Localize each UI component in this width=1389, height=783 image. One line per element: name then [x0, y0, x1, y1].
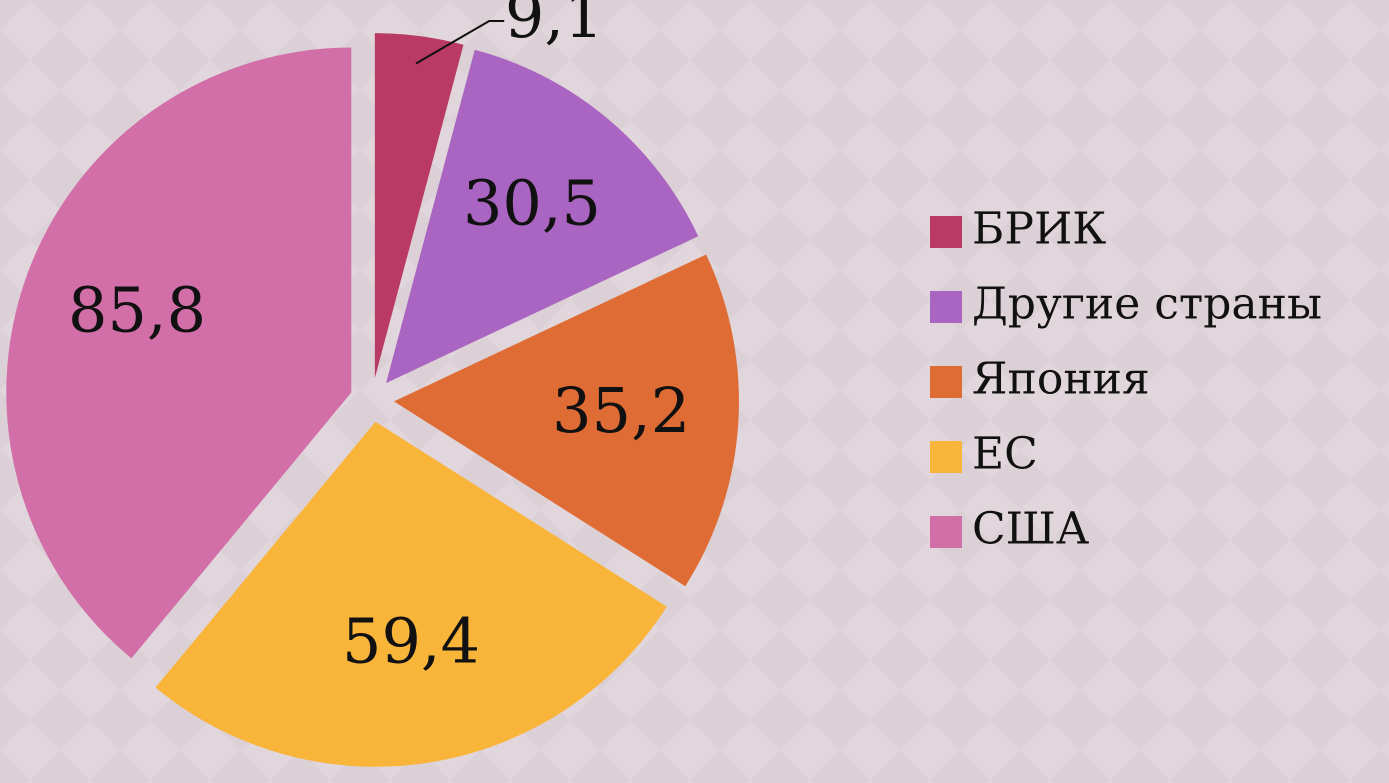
legend-swatch: [930, 516, 962, 548]
pie-slice: [386, 49, 699, 384]
legend-swatch: [930, 216, 962, 248]
legend-swatch: [930, 441, 962, 473]
pie-slice: [155, 421, 667, 767]
leader-line: [415, 20, 505, 65]
value-label: 59,4: [342, 605, 480, 678]
legend-label: США: [972, 504, 1089, 555]
legend-label: Япония: [972, 354, 1150, 405]
value-label: 85,8: [68, 274, 206, 347]
legend-swatch: [930, 291, 962, 323]
pie-slice: [374, 33, 464, 379]
value-label: 35,2: [552, 374, 690, 447]
value-label: 9,1: [505, 0, 604, 52]
legend-swatch: [930, 366, 962, 398]
legend-label: Другие страны: [972, 279, 1322, 330]
pie-slice: [393, 254, 739, 587]
legend-label: БРИК: [972, 204, 1106, 255]
legend-label: ЕС: [972, 429, 1038, 480]
pie-slice: [6, 47, 352, 659]
value-label: 30,5: [463, 166, 601, 239]
